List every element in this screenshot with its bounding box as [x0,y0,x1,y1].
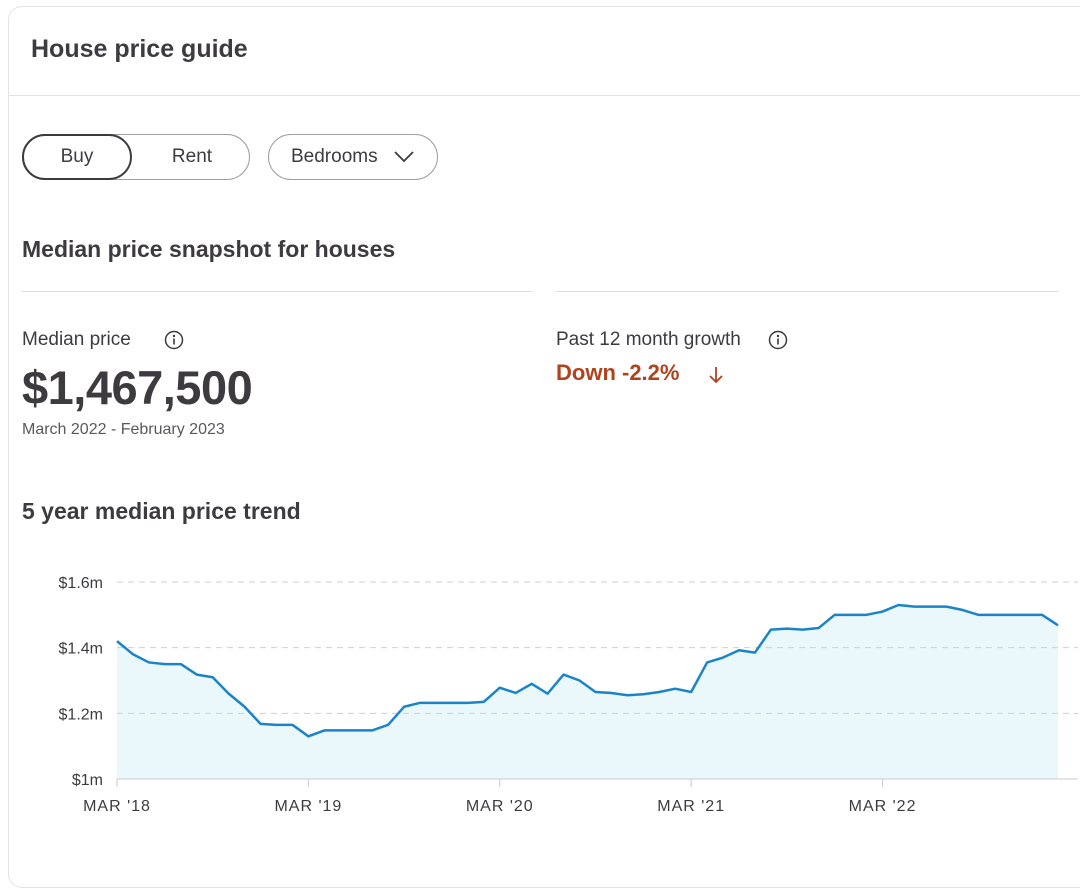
y-tick-label: $1.2m [59,706,103,723]
snapshot-title: Median price snapshot for houses [22,236,396,262]
trend-title: 5 year median price trend [22,498,301,524]
page-title: House price guide [31,35,248,63]
x-tick-label: MAR '22 [849,798,917,815]
buy-rent-toggle: Buy Rent [22,134,250,180]
y-tick-label: $1.6m [59,575,103,592]
rent-button[interactable]: Rent [171,146,213,167]
x-tick-label: MAR '18 [83,798,151,815]
x-tick-label: MAR '21 [657,798,725,815]
divider [556,291,1058,292]
divider [22,291,532,292]
y-tick-label: $1.4m [59,641,103,658]
buy-button[interactable]: Buy [22,134,132,180]
growth-value: Down -2.2% [556,360,680,385]
median-price-period: March 2022 - February 2023 [22,421,225,438]
chevron-down-icon [394,151,414,163]
info-icon[interactable] [164,330,184,350]
x-tick-label: MAR '20 [466,798,534,815]
x-tick-label: MAR '19 [274,798,342,815]
median-price-label: Median price [22,329,131,350]
y-tick-label: $1m [72,772,103,789]
median-price-value: $1,467,500 [22,361,253,414]
info-icon[interactable] [768,330,788,350]
growth-label: Past 12 month growth [556,329,741,350]
series-area [117,604,1058,779]
bedrooms-dropdown-label: Bedrooms [291,146,378,167]
arrow-down-icon [709,367,723,384]
card-header: House price guide [9,7,1080,96]
series-line [116,603,1059,738]
bedrooms-dropdown[interactable]: Bedrooms [268,134,438,180]
